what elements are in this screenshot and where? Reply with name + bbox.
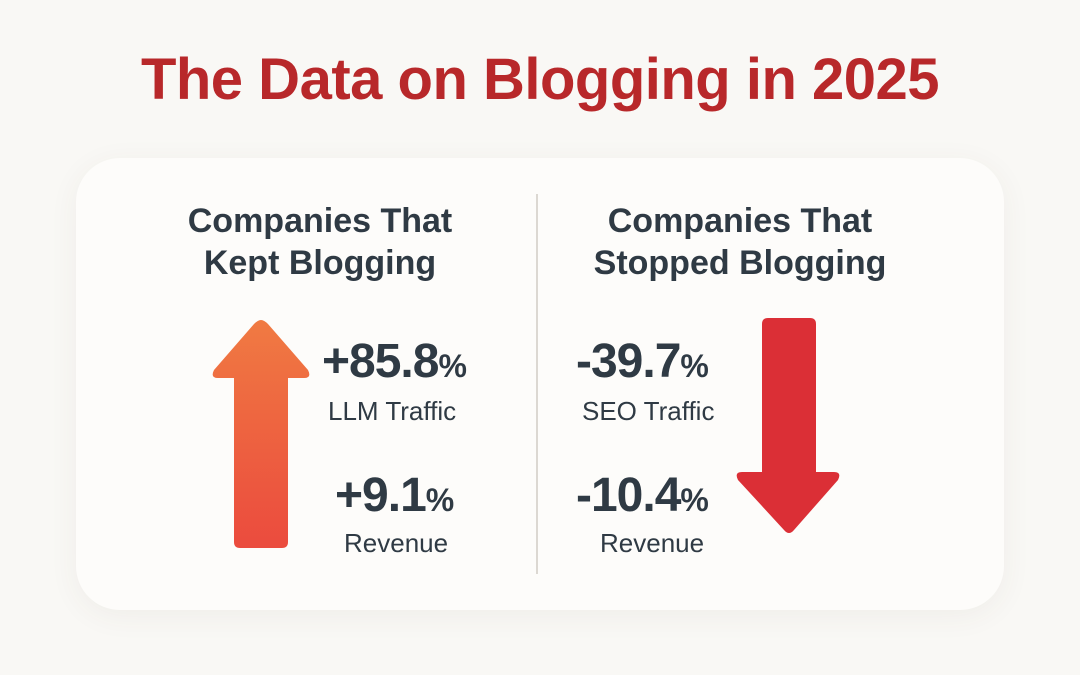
seo-traffic-number: -39.7: [576, 335, 681, 388]
percent-sign: %: [680, 348, 709, 384]
llm-traffic-number: +85.8: [322, 335, 439, 388]
percent-sign: %: [680, 482, 709, 518]
kept-heading-line2: Kept Blogging: [203, 244, 437, 282]
kept-revenue-number: +9.1: [335, 469, 427, 522]
stopped-revenue-value: -10.4%: [576, 468, 709, 523]
arrow-up-icon: [212, 320, 310, 548]
kept-revenue-value: +9.1%: [335, 468, 454, 523]
column-divider: [536, 194, 538, 574]
llm-traffic-value: +85.8%: [322, 334, 467, 389]
stopped-blogging-heading: Companies That Stopped Blogging: [560, 200, 920, 284]
stopped-heading-line2: Stopped Blogging: [593, 244, 887, 282]
arrow-down-icon: [736, 318, 840, 533]
comparison-card: [76, 158, 1004, 610]
stopped-revenue-number: -10.4: [576, 469, 681, 522]
stopped-heading-line1: Companies That: [607, 202, 873, 240]
kept-revenue-label: Revenue: [344, 528, 449, 558]
kept-heading-line1: Companies That: [187, 202, 453, 240]
stopped-revenue-label: Revenue: [600, 528, 705, 558]
page-title: The Data on Blogging in 2025: [140, 47, 940, 112]
seo-traffic-value: -39.7%: [576, 334, 709, 389]
percent-sign: %: [438, 348, 467, 384]
kept-blogging-heading: Companies That Kept Blogging: [150, 200, 490, 284]
seo-traffic-label: SEO Traffic: [582, 396, 715, 426]
llm-traffic-label: LLM Traffic: [328, 396, 457, 426]
percent-sign: %: [425, 482, 455, 518]
